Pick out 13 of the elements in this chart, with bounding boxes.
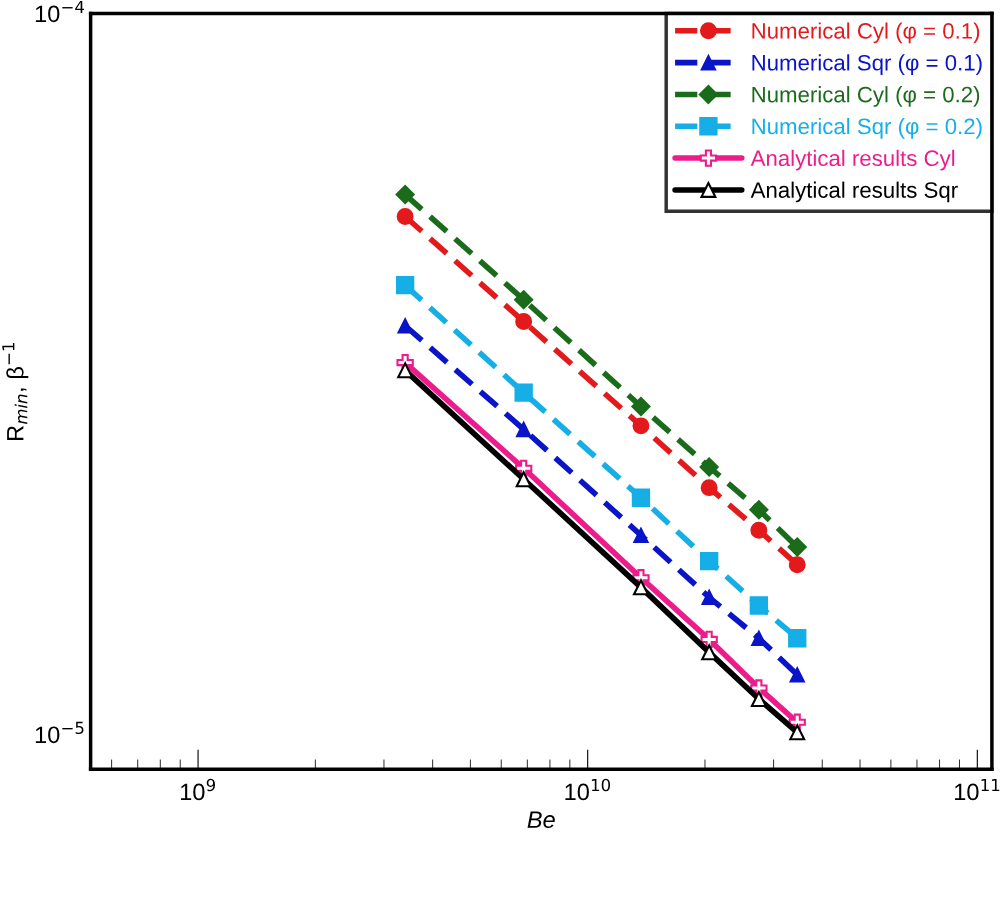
- legend-label: Analytical results Sqr: [750, 181, 958, 203]
- legend-label: Numerical Cyl (φ = 0.2): [752, 86, 980, 107]
- x-tick-label: 10$^{9}$: [180, 778, 216, 801]
- legend-label: Numerical Sqr (φ = 0.2): [752, 117, 982, 139]
- y-tick-label: 10$^{−4}$: [35, 0, 84, 23]
- x-tick-label: 10$^{11}$: [955, 779, 1000, 801]
- x-tick-label: 10$^{10}$: [565, 778, 611, 801]
- legend-label: Numerical Cyl (φ = 0.1): [752, 22, 980, 44]
- y-tick-label: 10$^{−5}$: [35, 721, 84, 744]
- legend-label: Analytical results Cyl: [750, 149, 955, 171]
- legend-label: Numerical Sqr (φ = 0.1): [752, 54, 982, 76]
- x-axis-title: Be: [527, 811, 555, 829]
- y-axis-title: R$_{min}$, β$^{−1}$: [2, 343, 29, 440]
